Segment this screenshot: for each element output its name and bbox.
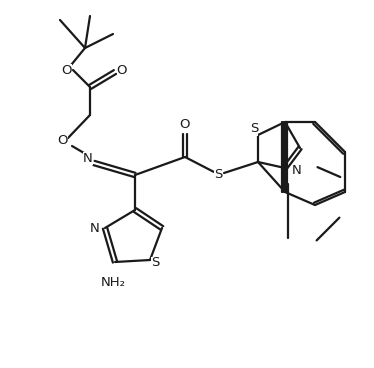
Text: N: N [292, 163, 302, 177]
Text: N: N [83, 152, 93, 164]
Text: S: S [214, 169, 222, 181]
Text: O: O [117, 64, 127, 77]
Text: O: O [180, 117, 190, 131]
Text: N: N [90, 222, 100, 234]
Text: O: O [58, 134, 68, 148]
Text: S: S [250, 123, 258, 135]
Text: O: O [62, 64, 72, 77]
Text: S: S [151, 256, 159, 269]
Text: NH₂: NH₂ [101, 276, 126, 289]
